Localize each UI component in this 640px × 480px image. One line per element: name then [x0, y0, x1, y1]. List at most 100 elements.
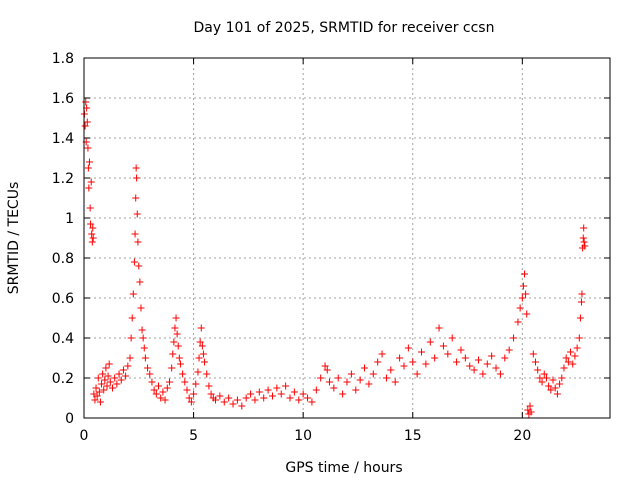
data-point: [290, 388, 298, 396]
data-point: [268, 392, 276, 400]
data-point: [531, 358, 539, 366]
y-axis-label: SRMTID / TECUs: [6, 182, 22, 295]
data-point: [483, 360, 491, 368]
data-point: [573, 344, 581, 352]
data-point: [475, 356, 482, 364]
data-point: [461, 354, 469, 362]
data-point: [159, 388, 167, 396]
data-point: [82, 98, 90, 106]
data-point: [317, 374, 325, 382]
data-point: [138, 326, 146, 334]
data-point: [173, 330, 181, 338]
data-point: [87, 220, 95, 228]
data-points: [80, 98, 589, 418]
data-point: [201, 358, 209, 366]
data-point: [304, 394, 312, 402]
data-point: [99, 370, 107, 378]
data-point: [119, 366, 127, 374]
data-point: [198, 342, 206, 350]
data-point: [205, 382, 213, 390]
data-point: [85, 184, 93, 192]
data-point: [569, 360, 577, 368]
data-point: [132, 194, 140, 202]
data-point: [308, 398, 316, 406]
data-point: [527, 408, 535, 416]
data-point: [122, 372, 130, 380]
data-point: [374, 358, 382, 366]
data-point: [195, 354, 203, 362]
data-point: [148, 378, 156, 386]
data-point: [94, 374, 102, 382]
data-point: [139, 334, 147, 342]
x-tick-labels: 0 5 10 15 20: [80, 428, 532, 444]
data-point: [431, 354, 439, 362]
data-point: [220, 398, 228, 406]
data-point: [128, 314, 136, 322]
y-tick-label: 0.4: [52, 331, 74, 347]
data-point: [101, 376, 109, 384]
data-point: [95, 388, 103, 396]
data-point: [356, 376, 364, 384]
data-point: [273, 384, 281, 392]
data-point: [453, 358, 461, 366]
data-point: [190, 390, 198, 398]
data-point: [323, 366, 331, 374]
data-point: [113, 380, 121, 388]
data-point: [518, 294, 526, 302]
data-point: [126, 354, 134, 362]
data-point: [165, 378, 173, 386]
data-point: [155, 382, 163, 390]
y-tick-labels: 0 0.2 0.4 0.6 0.8 1 1.2 1.4 1.6 1.8: [52, 51, 74, 427]
data-point: [187, 398, 195, 406]
data-point: [396, 354, 404, 362]
data-point: [251, 396, 259, 404]
data-point: [161, 396, 169, 404]
data-point: [521, 270, 529, 278]
data-point: [135, 262, 143, 270]
data-point: [448, 334, 456, 342]
data-point: [131, 230, 139, 238]
data-point: [100, 386, 108, 394]
data-point: [163, 384, 171, 392]
data-point: [150, 386, 158, 394]
data-point: [400, 362, 408, 370]
data-point: [181, 378, 189, 386]
data-point: [171, 324, 179, 332]
data-point: [106, 378, 114, 386]
data-point: [492, 364, 500, 372]
data-point: [81, 122, 89, 130]
data-point: [580, 224, 588, 232]
data-point: [170, 338, 178, 346]
data-point: [551, 384, 559, 392]
data-point: [104, 372, 112, 380]
data-point: [409, 358, 417, 366]
data-point: [519, 282, 527, 290]
y-tick-label: 1.2: [52, 171, 74, 187]
data-point: [225, 394, 233, 402]
data-point: [247, 390, 255, 398]
data-point: [571, 352, 579, 360]
data-point: [133, 210, 141, 218]
data-point: [426, 338, 434, 346]
data-point: [260, 394, 268, 402]
data-point: [299, 390, 307, 398]
data-point: [132, 164, 140, 172]
data-point: [136, 278, 144, 286]
data-point: [579, 234, 587, 242]
data-point: [580, 238, 588, 246]
data-point: [496, 370, 504, 378]
data-point: [84, 144, 92, 152]
data-point: [282, 382, 290, 390]
data-point: [567, 348, 575, 356]
data-point: [435, 324, 443, 332]
data-point: [229, 400, 237, 408]
data-point: [152, 390, 160, 398]
data-point: [479, 370, 487, 378]
data-point: [88, 238, 96, 246]
data-point: [404, 344, 412, 352]
data-point: [140, 344, 148, 352]
data-point: [422, 360, 430, 368]
data-point: [534, 366, 542, 374]
data-point: [133, 174, 141, 182]
data-point: [378, 350, 386, 358]
